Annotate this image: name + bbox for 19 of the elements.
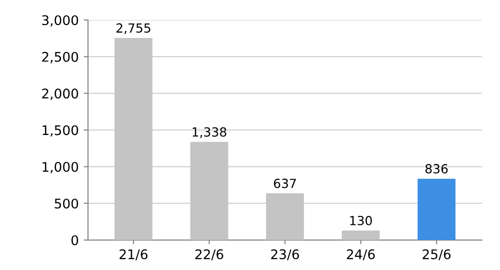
y-tick-label: 1,500 <box>42 125 78 137</box>
x-tick-label: 21/6 <box>120 249 148 260</box>
data-label: 130 <box>350 216 372 226</box>
bar <box>342 230 380 240</box>
data-label: 637 <box>274 178 296 188</box>
y-tick-label: 500 <box>54 198 78 209</box>
y-tick-label: 1,000 <box>42 162 78 174</box>
x-tick-label: 25/6 <box>422 249 451 260</box>
data-label: 836 <box>425 164 448 174</box>
y-tick-label: 2,500 <box>42 52 78 64</box>
y-tick-label: 3,000 <box>42 15 78 27</box>
x-tick-label: 24/6 <box>346 249 375 260</box>
x-tick-label: 23/6 <box>271 249 299 260</box>
y-tick-label: 0 <box>71 235 78 246</box>
data-label: 1,338 <box>192 127 226 138</box>
data-label: 2,755 <box>116 23 150 34</box>
y-tick-label: 2,000 <box>42 88 78 100</box>
x-tick-label: 22/6 <box>195 249 224 260</box>
bar <box>418 178 456 240</box>
